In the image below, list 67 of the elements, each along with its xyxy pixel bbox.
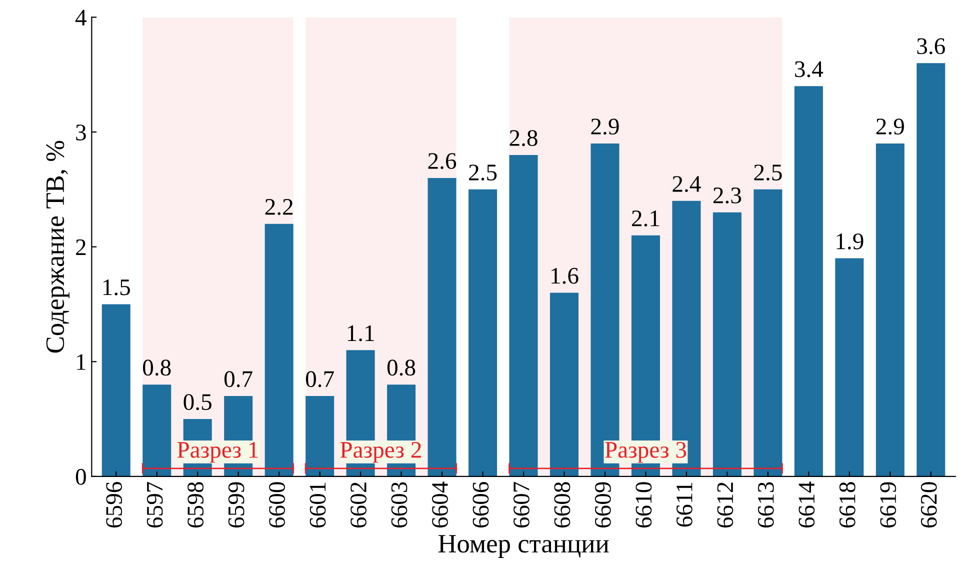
bar [142, 384, 172, 476]
bar [102, 304, 130, 476]
data-label: 2.6 [428, 153, 456, 170]
x-tick-label: 6608 [554, 482, 570, 528]
data-label: 1.5 [103, 279, 130, 296]
band-label: Разрез 2 [340, 442, 421, 463]
bar [712, 212, 742, 476]
x-tick-label: 6604 [432, 482, 448, 528]
x-tick-label: 6610 [636, 482, 652, 528]
data-label: 2.1 [632, 210, 660, 226]
x-tick-label: 6603 [391, 482, 408, 528]
x-tick-label: 6618 [839, 482, 856, 528]
bar [550, 292, 579, 476]
x-tick-label: 6620 [920, 482, 937, 528]
x-tick-label: 6602 [350, 482, 366, 528]
data-label: 2.3 [713, 188, 742, 204]
bar [306, 396, 334, 476]
y-tick-label: 4 [75, 10, 86, 26]
x-tick-label: 6601 [310, 482, 326, 528]
data-label: 1.6 [552, 268, 578, 284]
x-tick-label: 6611 [676, 482, 692, 527]
data-label: 0.8 [387, 360, 416, 376]
bar [835, 258, 864, 476]
x-tick-label: 6596 [106, 482, 122, 528]
data-label: 0.7 [224, 371, 252, 388]
y-tick-label: 3 [76, 124, 86, 140]
data-label: 0.8 [143, 360, 171, 376]
data-label: 2.2 [265, 199, 293, 215]
x-tick-label: 6600 [269, 482, 285, 528]
data-label: 3.4 [795, 61, 824, 78]
bar [468, 189, 498, 476]
y-tick-label: 2 [76, 239, 86, 256]
y-tick-label: 1 [77, 354, 86, 370]
y-axis-title: Содержание ТВ, % [46, 140, 70, 353]
x-tick-label: 6606 [472, 482, 489, 528]
data-label: 2.4 [672, 176, 701, 192]
data-label: 2.8 [510, 130, 538, 146]
bar [754, 189, 782, 476]
x-tick-label: 6597 [146, 482, 163, 528]
data-label: 2.9 [591, 118, 619, 135]
data-label: 2.5 [469, 164, 497, 181]
band-label: Разрез 3 [605, 442, 686, 463]
x-tick-label: 6619 [880, 482, 896, 528]
data-label: 2.5 [754, 164, 782, 181]
x-tick-label: 6613 [758, 482, 774, 528]
data-label: 0.7 [306, 371, 334, 388]
data-label: 0.5 [184, 394, 212, 410]
data-label: 1.9 [836, 233, 864, 250]
bar [876, 144, 904, 476]
data-label: 3.6 [917, 38, 945, 54]
data-label: 1.1 [348, 325, 374, 342]
bar [509, 154, 538, 476]
x-tick-label: 6607 [513, 482, 530, 528]
data-label: 2.9 [876, 118, 904, 135]
x-tick-label: 6599 [228, 482, 244, 528]
x-axis-title: Номер станции [438, 535, 609, 558]
x-tick-label: 6612 [717, 482, 734, 528]
x-tick-label: 6609 [594, 482, 611, 528]
x-tick-label: 6614 [798, 482, 815, 528]
bar [428, 178, 456, 476]
bar [794, 86, 823, 476]
bar [672, 200, 701, 476]
bar [916, 63, 946, 476]
bar [264, 224, 294, 476]
band-label: Разрез 1 [177, 442, 258, 463]
x-tick-label: 6598 [188, 482, 204, 528]
y-tick-label: 0 [76, 468, 86, 485]
